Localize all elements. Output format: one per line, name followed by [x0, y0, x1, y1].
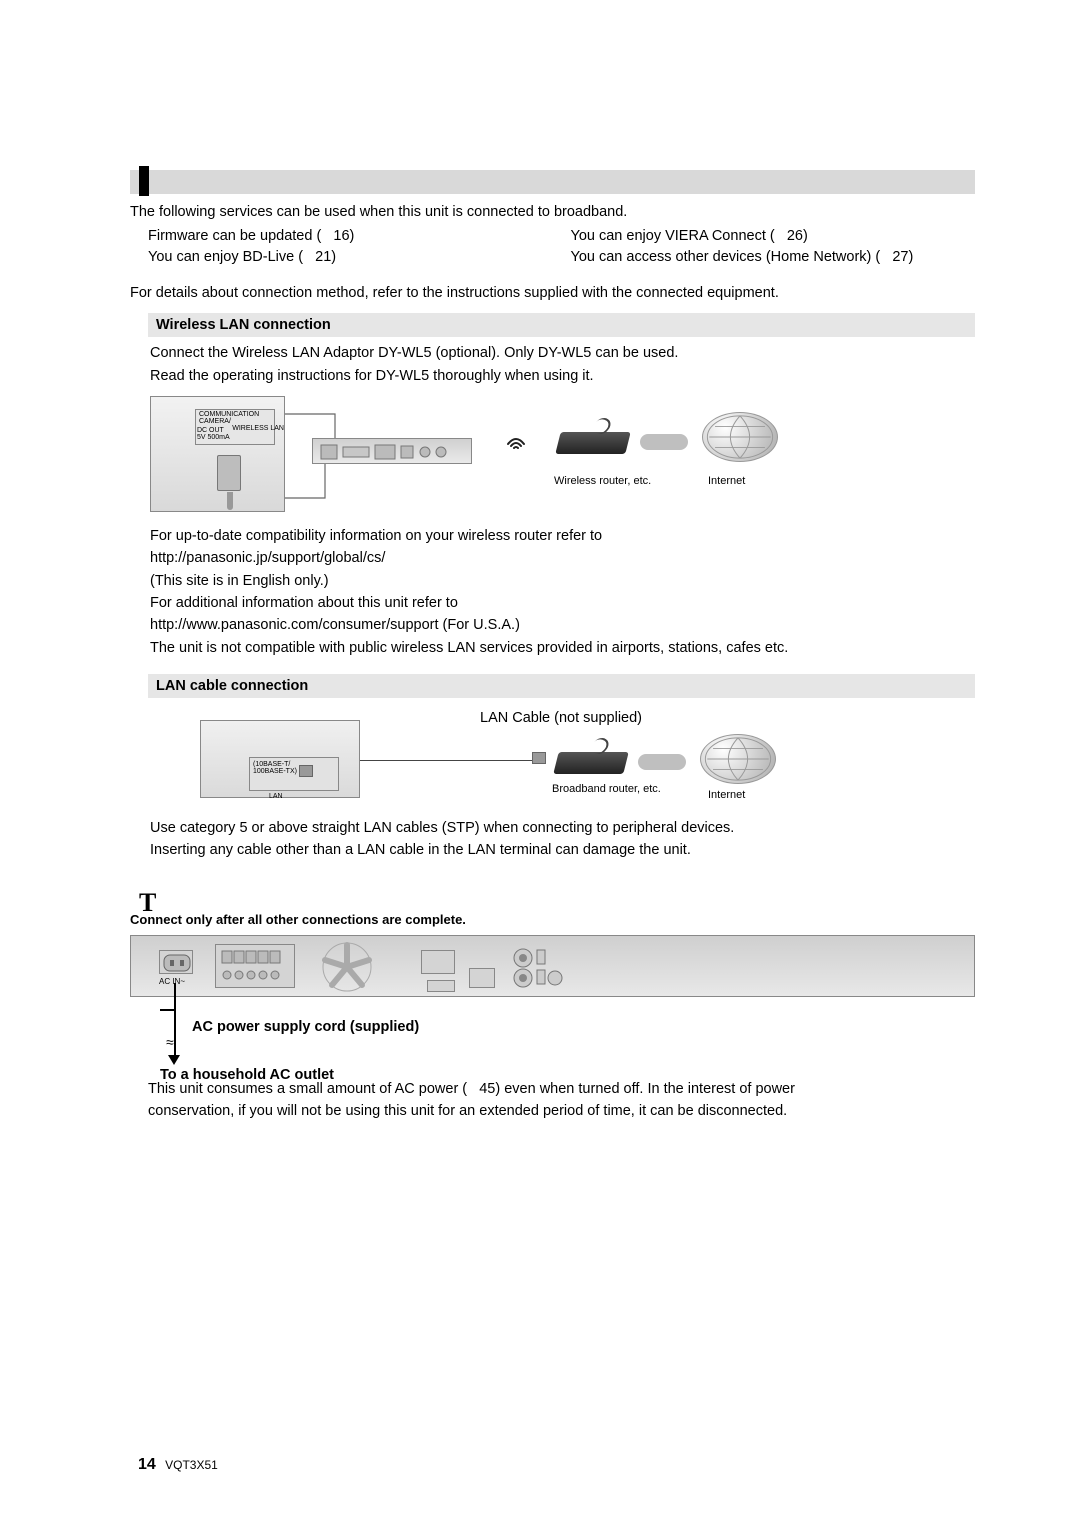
- final-note: This unit consumes a small amount of AC …: [148, 1079, 975, 1122]
- internet-label: Internet: [708, 474, 745, 489]
- wireless-line1: Connect the Wireless LAN Adaptor DY-WL5 …: [150, 343, 975, 363]
- lan-cable-line: [360, 760, 540, 761]
- page-ref: 27: [892, 249, 908, 265]
- page-ref: 16: [333, 228, 349, 244]
- port-icon: [469, 968, 495, 988]
- service-text: Firmware can be updated ( 16): [148, 226, 553, 246]
- services-left: Firmware can be updated ( 16) You can en…: [130, 226, 553, 267]
- service-firmware: Firmware can be updated ( 16): [130, 226, 553, 246]
- branch-line: [160, 1009, 174, 1011]
- service-text: You can enjoy VIERA Connect ( 26): [571, 226, 976, 246]
- ac-cord-callout: ≈ AC power supply cord (supplied) To a h…: [130, 997, 975, 1075]
- wlan-adaptor-icon: [217, 455, 241, 491]
- service-home-network: You can access other devices (Home Netwo…: [553, 247, 976, 267]
- step4-note: Connect only after all other connections…: [130, 911, 975, 929]
- page-number: 14: [138, 1456, 156, 1473]
- ac-cord-line: [174, 983, 176, 1055]
- ac-cord-label: AC power supply cord (supplied): [192, 1017, 419, 1037]
- page-footer: 14 VQT3X51: [138, 1454, 218, 1476]
- lan-note2: Inserting any cable other than a LAN cab…: [150, 840, 975, 860]
- lan-title-bar: LAN cable connection: [148, 674, 975, 698]
- details-text: For details about connection method, ref…: [130, 283, 975, 303]
- step3-marker: [139, 166, 149, 196]
- lan-diagram: (10BASE-T/ 100BASE-TX) LAN LAN Cable (no…: [200, 708, 975, 808]
- adaptor-closeup: COMMUNICATION CAMERA/ WIRELESS LAN DC OU…: [150, 396, 285, 512]
- wireless-line2: Read the operating instructions for DY-W…: [150, 366, 975, 386]
- svc-label: Firmware can be updated (: [148, 228, 321, 244]
- wireless-title-bar: Wireless LAN connection: [148, 313, 975, 337]
- lan-cable-label: LAN Cable (not supplied): [480, 708, 642, 728]
- lan-plug-right-icon: [532, 752, 546, 764]
- bullet-icon: [553, 226, 571, 246]
- wifi-icon: [504, 428, 528, 458]
- fan-icon: [307, 940, 387, 994]
- wireless-below6: The unit is not compatible with public w…: [150, 638, 975, 658]
- ac-inlet-icon: [159, 950, 193, 974]
- page-ref: 26: [787, 228, 803, 244]
- rear-panel: AC IN~: [130, 935, 975, 997]
- tilde-icon: ≈: [166, 1033, 174, 1053]
- router-label: Broadband router, etc.: [552, 782, 662, 797]
- services-list: Firmware can be updated ( 16) You can en…: [130, 226, 975, 267]
- wireless-below2: http://panasonic.jp/support/global/cs/: [150, 548, 975, 568]
- wireless-notes: For up-to-date compatibility information…: [150, 526, 975, 658]
- internet-globe-icon: [700, 734, 776, 784]
- step4-bar: T: [130, 887, 975, 909]
- doc-code: VQT3X51: [165, 1458, 218, 1472]
- connector-bar: [638, 754, 686, 770]
- dcout-label: DC OUT 5V 500mA: [197, 427, 230, 441]
- bullet-icon: [130, 226, 148, 246]
- bullet-icon: [553, 247, 571, 267]
- internet-globe-icon: [702, 412, 778, 462]
- connector-bar: [640, 434, 688, 450]
- wireless-diagram: COMMUNICATION CAMERA/ WIRELESS LAN DC OU…: [150, 396, 975, 516]
- port-icon: [427, 980, 455, 992]
- service-bdlive: You can enjoy BD-Live ( 21): [130, 247, 553, 267]
- wireless-content: Connect the Wireless LAN Adaptor DY-WL5 …: [150, 343, 975, 386]
- lan-port-label: (10BASE-T/ 100BASE-TX): [253, 761, 297, 775]
- speaker-terminal-icon: [215, 944, 295, 988]
- internet-label: Internet: [708, 788, 745, 803]
- router-label: Wireless router, etc.: [554, 474, 664, 489]
- lan-plug-left-icon: [299, 765, 313, 777]
- wireless-router-icon: [555, 432, 630, 454]
- wireless-below5: http://www.panasonic.com/consumer/suppor…: [150, 615, 975, 635]
- lan-note1: Use category 5 or above straight LAN cab…: [150, 818, 975, 838]
- unit-rear-icon: [312, 438, 472, 464]
- service-text: You can access other devices (Home Netwo…: [571, 247, 976, 267]
- av-jacks-icon: [509, 946, 565, 994]
- broadband-router-icon: [553, 752, 628, 774]
- wireless-below3: (This site is in English only.): [150, 571, 975, 591]
- lan-notes: Use category 5 or above straight LAN cab…: [150, 818, 975, 861]
- outlet-label: To a household AC outlet: [160, 1065, 334, 1085]
- step4-marker: T: [139, 885, 156, 921]
- wireless-below1: For up-to-date compatibility information…: [150, 526, 975, 546]
- lan-closeup: (10BASE-T/ 100BASE-TX) LAN: [200, 720, 360, 798]
- page-ref: 21: [315, 249, 331, 265]
- port-icon: [421, 950, 455, 974]
- services-right: You can enjoy VIERA Connect ( 26) You ca…: [553, 226, 976, 267]
- lan-label: LAN: [269, 793, 283, 800]
- rear-ports-icon: [313, 439, 473, 465]
- wireless-below4: For additional information about this un…: [150, 593, 975, 613]
- acin-label: AC IN~: [159, 976, 185, 987]
- bullet-icon: [130, 247, 148, 267]
- final-line2: conservation, if you will not be using t…: [148, 1101, 975, 1121]
- service-text: You can enjoy BD-Live ( 21): [148, 247, 553, 267]
- down-arrow-icon: [168, 1055, 180, 1065]
- step4-section: T Connect only after all other connectio…: [130, 887, 975, 1122]
- intro-text: The following services can be used when …: [130, 202, 975, 222]
- step3-bar: [130, 170, 975, 194]
- page-ref: 45: [479, 1081, 495, 1097]
- service-viera: You can enjoy VIERA Connect ( 26): [553, 226, 976, 246]
